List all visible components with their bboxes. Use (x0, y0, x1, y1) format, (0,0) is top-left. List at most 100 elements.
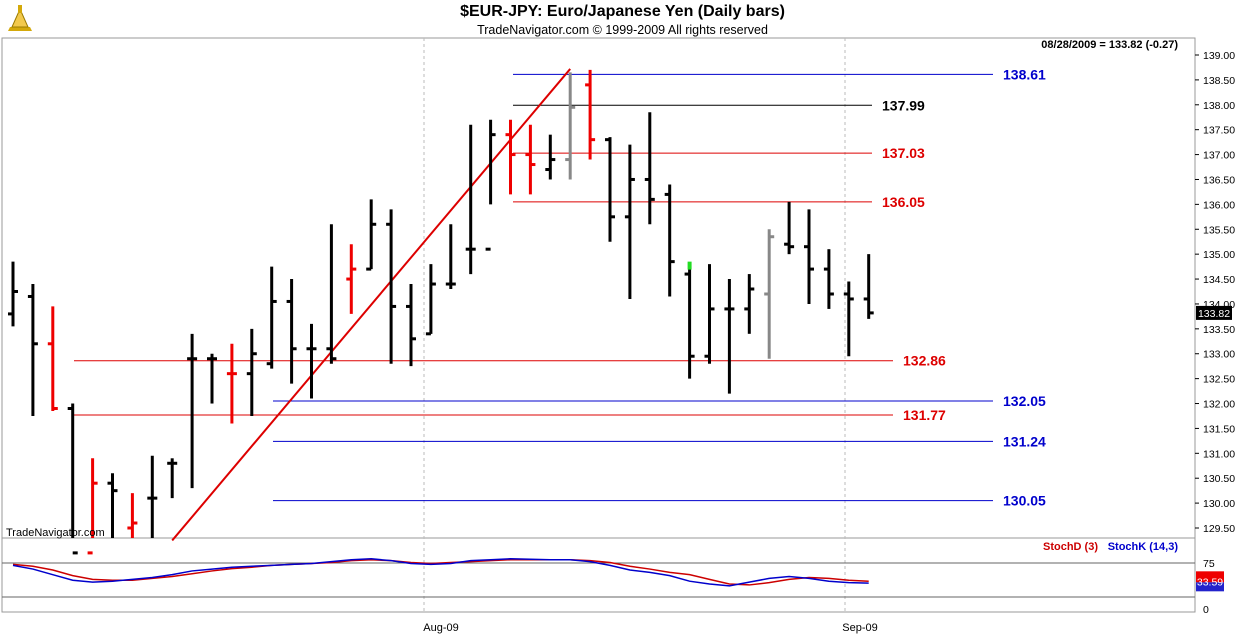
price-tick-label: 136.50 (1203, 174, 1235, 186)
ohlc-bar (863, 254, 874, 319)
price-tick-label: 139.00 (1203, 50, 1235, 62)
level-label: 130.05 (1003, 493, 1046, 509)
ohlc-bar (286, 279, 297, 384)
price-tick-label: 135.50 (1203, 224, 1235, 236)
price-tick-label: 133.00 (1203, 349, 1235, 361)
stochk-legend: StochK (14,3) (1108, 541, 1179, 553)
ohlc-bar (67, 403, 78, 555)
price-tick-label: 133.50 (1203, 324, 1235, 336)
price-panel-frame (1, 37, 1196, 539)
ohlc-bar (465, 124, 476, 275)
trade-navigator-logo-icon (8, 5, 32, 31)
ohlc-bar (207, 353, 217, 404)
ohlc-bar (107, 473, 118, 538)
ohlc-bar (346, 244, 357, 314)
ohlc-bar (306, 323, 317, 399)
price-tick-label: 138.50 (1203, 75, 1235, 87)
price-tick-label: 129.50 (1203, 523, 1235, 535)
ohlc-bar (843, 281, 854, 357)
price-tick-label: 134.50 (1203, 274, 1235, 286)
ohlc-bar (87, 458, 98, 555)
stoch-series-line (12, 558, 869, 587)
ohlc-bar (823, 249, 834, 309)
level-label: 132.05 (1003, 393, 1046, 409)
ohlc-bar (664, 184, 675, 297)
price-tick-label: 130.50 (1203, 473, 1235, 485)
price-tick-label: 132.50 (1203, 374, 1235, 386)
ohlc-bar (47, 306, 58, 411)
stoch-tick-label: 0 (1203, 604, 1209, 616)
date-axis: Aug-09 Sep-09 (423, 622, 877, 634)
ohlc-bar (505, 119, 516, 195)
ohlc-bar (804, 209, 814, 304)
level-label: 136.05 (882, 194, 925, 210)
ohlc-bar (246, 328, 257, 416)
price-tick-label: 131.00 (1203, 448, 1235, 460)
support-resistance-lines: 138.61 137.99 137.03 136.05 132.86 132.05 131.… (74, 66, 1046, 509)
ohlc-bar (366, 199, 377, 271)
stoch-last-box-red (1196, 571, 1224, 583)
price-tick-label: 137.00 (1203, 150, 1235, 162)
trendline-segment (171, 68, 571, 542)
ohlc-bar (724, 279, 735, 394)
ohlc-bar (147, 455, 158, 538)
chart-subtitle: TradeNavigator.com © 1999-2009 All right… (477, 23, 768, 37)
ohlc-bar (406, 284, 416, 367)
ohlc-bar (704, 264, 715, 364)
price-tick-label: 137.50 (1203, 125, 1235, 137)
date-tick-label: Sep-09 (842, 622, 877, 634)
ohlc-bar (425, 264, 436, 336)
stochd-legend: StochD (3) (1043, 541, 1098, 553)
ohlc-bar (127, 493, 138, 538)
ohlc-bar (784, 201, 795, 255)
ohlc-bar (764, 229, 775, 359)
ohlc-bars (8, 69, 874, 555)
level-label: 137.99 (882, 97, 925, 113)
price-axis: 139.00 138.50 138.00 137.50 137.00 136.50 136.… (1195, 50, 1235, 535)
ohlc-bar (605, 137, 615, 242)
level-label: 131.77 (903, 407, 946, 423)
ohlc-bar (187, 333, 198, 489)
ohlc-bar (27, 284, 38, 416)
current-price-box (1196, 305, 1232, 320)
watermark-text: TradeNavigator.com (6, 527, 105, 539)
ohlc-bar (485, 119, 496, 251)
ohlc-bar (226, 343, 237, 424)
ohlc-bar (545, 134, 556, 180)
price-tick-label: 130.00 (1203, 498, 1235, 510)
last-quote-label: 08/28/2009 = 133.82 (-0.27) (1041, 39, 1178, 51)
current-price-label: 133.82 (1198, 308, 1230, 320)
date-gridlines (423, 38, 846, 612)
level-label: 132.86 (903, 353, 946, 369)
price-tick-label: 131.50 (1203, 423, 1235, 435)
ohlc-bar (386, 209, 397, 364)
price-tick-label: 135.00 (1203, 249, 1235, 261)
ohlc-bar (445, 224, 456, 290)
ohlc-bar (266, 266, 277, 369)
ohlc-bar (644, 112, 655, 225)
price-tick-label: 138.00 (1203, 100, 1235, 112)
level-label: 138.61 (1003, 66, 1046, 82)
trendline (171, 68, 571, 542)
date-tick-label: Aug-09 (423, 622, 458, 634)
ohlc-bar (744, 274, 755, 334)
stoch-tick-label: 75 (1203, 558, 1215, 570)
level-label: 137.03 (882, 145, 925, 161)
stoch-last-box-blue (1196, 582, 1224, 592)
ohlc-bar (8, 261, 18, 327)
ohlc-bar (684, 264, 695, 379)
ohlc-bar (326, 224, 337, 364)
price-tick-label: 136.00 (1203, 199, 1235, 211)
ohlc-bar (525, 124, 536, 195)
chart-title: $EUR-JPY: Euro/Japanese Yen (Daily bars) (460, 3, 785, 20)
level-label: 131.24 (1003, 433, 1046, 449)
ohlc-bar (585, 69, 596, 160)
stochastic-panel: 75 0 StochD (3) StochK (14,3) 33.59 (2, 541, 1224, 616)
green-marker (687, 261, 692, 270)
ohlc-bar (624, 144, 635, 299)
stoch-series-line (12, 558, 869, 586)
ohlc-bar (167, 458, 178, 499)
price-tick-label: 132.00 (1203, 399, 1235, 411)
